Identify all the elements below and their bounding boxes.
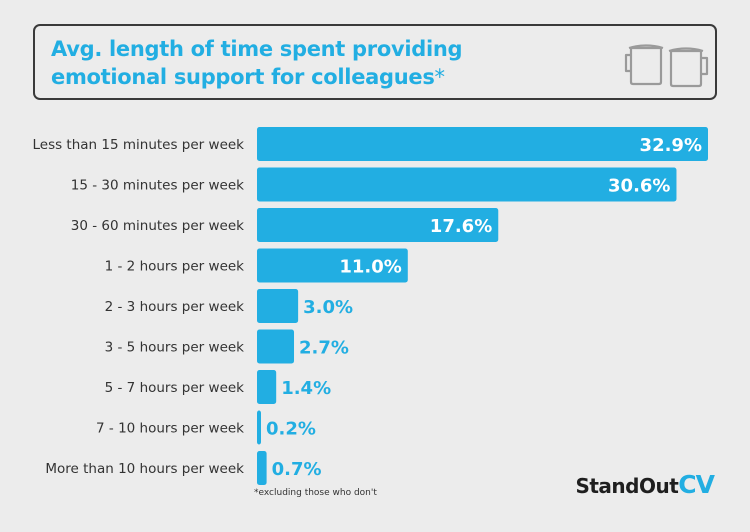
category-label: 15 - 30 minutes per week — [71, 178, 244, 194]
category-label: 1 - 2 hours per week — [105, 259, 245, 275]
title-line-1: Avg. length of time spent providing — [51, 37, 463, 61]
bar — [257, 370, 277, 404]
title-asterisk: * — [434, 65, 446, 89]
title-line-2: emotional support for colleagues — [51, 65, 435, 89]
footnote: *excluding those who don't — [254, 488, 377, 498]
category-label: Less than 15 minutes per week — [32, 137, 244, 153]
category-label: 30 - 60 minutes per week — [71, 218, 244, 234]
value-label: 0.2% — [266, 419, 316, 440]
mug-icon — [624, 44, 664, 86]
bar — [257, 127, 708, 161]
title-box: Avg. length of time spent providing emot… — [33, 24, 717, 100]
value-label: 2.7% — [299, 338, 349, 359]
bar — [257, 208, 499, 242]
value-label: 3.0% — [303, 297, 353, 318]
category-label: More than 10 hours per week — [45, 461, 244, 477]
category-label: 2 - 3 hours per week — [105, 299, 245, 315]
bar — [257, 329, 295, 364]
mug-icon — [668, 47, 709, 88]
mugs-icon — [624, 44, 709, 88]
bar — [257, 451, 267, 485]
bar — [257, 167, 677, 202]
bar — [257, 289, 299, 323]
value-label: 32.9% — [640, 135, 702, 156]
bar — [257, 248, 408, 283]
bar — [257, 410, 261, 445]
standout-cv-logo: StandOutCV — [575, 470, 715, 499]
value-label: 30.6% — [608, 176, 670, 197]
value-label: 1.4% — [281, 378, 331, 399]
chart-title: Avg. length of time spent providing emot… — [51, 35, 611, 91]
value-label: 0.7% — [272, 459, 322, 480]
value-label: 11.0% — [339, 257, 401, 278]
category-label: 3 - 5 hours per week — [105, 340, 245, 356]
category-label: 7 - 10 hours per week — [96, 421, 244, 437]
value-label: 17.6% — [430, 216, 492, 237]
logo-text-cv: CV — [678, 470, 715, 499]
logo-text-standout: StandOut — [575, 474, 679, 498]
category-label: 5 - 7 hours per week — [105, 380, 245, 396]
